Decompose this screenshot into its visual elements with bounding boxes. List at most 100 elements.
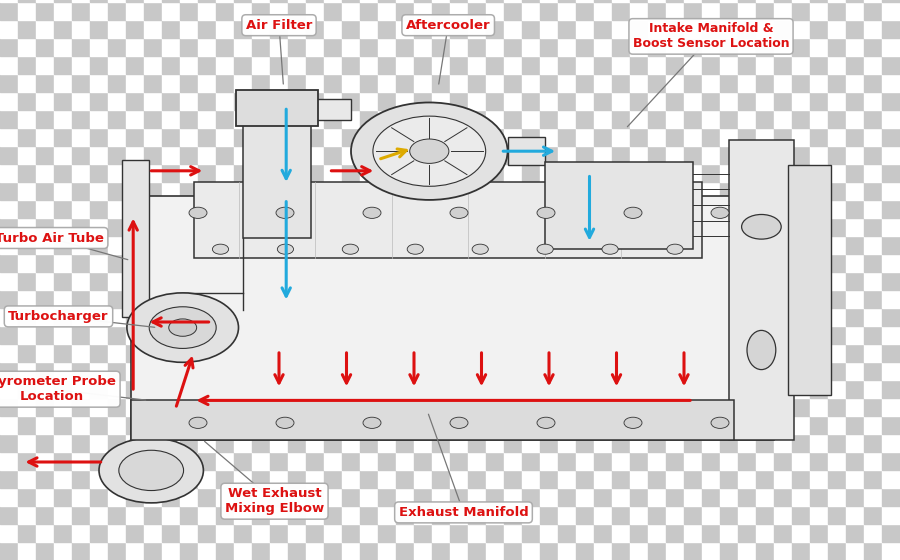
Bar bbox=[198, 416, 216, 434]
Bar bbox=[216, 236, 234, 254]
Bar bbox=[576, 416, 594, 434]
Bar bbox=[594, 434, 612, 452]
Bar bbox=[378, 272, 396, 290]
Bar bbox=[594, 326, 612, 344]
Bar bbox=[504, 236, 522, 254]
Bar bbox=[612, 74, 630, 92]
Bar bbox=[702, 200, 720, 218]
Bar bbox=[0, 38, 18, 56]
Bar bbox=[432, 128, 450, 146]
Bar bbox=[126, 200, 144, 218]
Bar bbox=[360, 0, 378, 2]
Bar bbox=[378, 416, 396, 434]
Bar bbox=[360, 416, 378, 434]
Bar bbox=[54, 92, 72, 110]
Bar bbox=[702, 56, 720, 74]
Bar bbox=[378, 470, 396, 488]
Bar bbox=[882, 416, 900, 434]
Bar bbox=[666, 38, 684, 56]
Bar bbox=[666, 362, 684, 380]
Bar bbox=[486, 416, 504, 434]
Bar bbox=[648, 218, 666, 236]
Bar bbox=[522, 110, 540, 128]
Bar bbox=[756, 362, 774, 380]
Bar bbox=[180, 56, 198, 74]
Bar bbox=[18, 452, 36, 470]
Bar bbox=[144, 326, 162, 344]
Bar bbox=[288, 92, 306, 110]
Bar bbox=[738, 128, 756, 146]
Bar bbox=[36, 524, 54, 542]
Bar bbox=[342, 200, 360, 218]
Bar bbox=[432, 200, 450, 218]
Bar bbox=[216, 218, 234, 236]
Bar bbox=[0, 56, 18, 74]
Bar bbox=[342, 452, 360, 470]
Bar bbox=[252, 2, 270, 20]
Bar bbox=[846, 290, 864, 308]
Bar bbox=[792, 236, 810, 254]
Bar bbox=[288, 272, 306, 290]
Bar bbox=[810, 506, 828, 524]
Bar bbox=[378, 236, 396, 254]
Bar bbox=[630, 452, 648, 470]
Bar bbox=[828, 164, 846, 182]
Bar bbox=[18, 38, 36, 56]
Bar bbox=[504, 290, 522, 308]
Bar bbox=[576, 200, 594, 218]
Bar bbox=[756, 200, 774, 218]
Bar bbox=[576, 308, 594, 326]
Bar bbox=[450, 128, 468, 146]
Bar bbox=[864, 92, 882, 110]
Bar bbox=[450, 326, 468, 344]
Bar bbox=[522, 164, 540, 182]
Bar bbox=[648, 20, 666, 38]
Bar bbox=[360, 164, 378, 182]
Bar bbox=[756, 452, 774, 470]
Bar bbox=[0, 290, 18, 308]
Bar bbox=[396, 38, 414, 56]
Bar bbox=[774, 200, 792, 218]
Bar bbox=[792, 20, 810, 38]
Bar bbox=[18, 542, 36, 560]
Bar bbox=[198, 506, 216, 524]
Bar bbox=[126, 362, 144, 380]
Bar bbox=[882, 506, 900, 524]
Bar bbox=[720, 398, 738, 416]
Bar bbox=[72, 128, 90, 146]
Bar bbox=[702, 92, 720, 110]
Bar bbox=[342, 218, 360, 236]
Bar bbox=[234, 506, 252, 524]
Bar bbox=[72, 272, 90, 290]
Bar bbox=[864, 416, 882, 434]
Bar bbox=[270, 128, 288, 146]
Bar bbox=[792, 416, 810, 434]
Bar bbox=[306, 38, 324, 56]
Bar bbox=[756, 2, 774, 20]
Bar bbox=[270, 254, 288, 272]
Circle shape bbox=[212, 244, 229, 254]
Bar bbox=[396, 488, 414, 506]
Bar bbox=[144, 236, 162, 254]
Bar bbox=[126, 236, 144, 254]
Bar bbox=[108, 470, 126, 488]
Bar bbox=[828, 398, 846, 416]
Bar bbox=[234, 146, 252, 164]
Bar bbox=[846, 416, 864, 434]
Bar bbox=[756, 434, 774, 452]
Bar bbox=[360, 362, 378, 380]
Bar bbox=[72, 308, 90, 326]
Bar bbox=[864, 38, 882, 56]
Bar bbox=[306, 182, 324, 200]
Bar bbox=[630, 218, 648, 236]
Bar bbox=[666, 452, 684, 470]
Bar bbox=[864, 56, 882, 74]
Bar bbox=[72, 146, 90, 164]
Bar bbox=[234, 290, 252, 308]
Bar bbox=[324, 254, 342, 272]
Bar bbox=[684, 38, 702, 56]
Bar bbox=[720, 524, 738, 542]
Bar bbox=[594, 290, 612, 308]
Bar bbox=[486, 434, 504, 452]
Bar bbox=[0, 470, 18, 488]
